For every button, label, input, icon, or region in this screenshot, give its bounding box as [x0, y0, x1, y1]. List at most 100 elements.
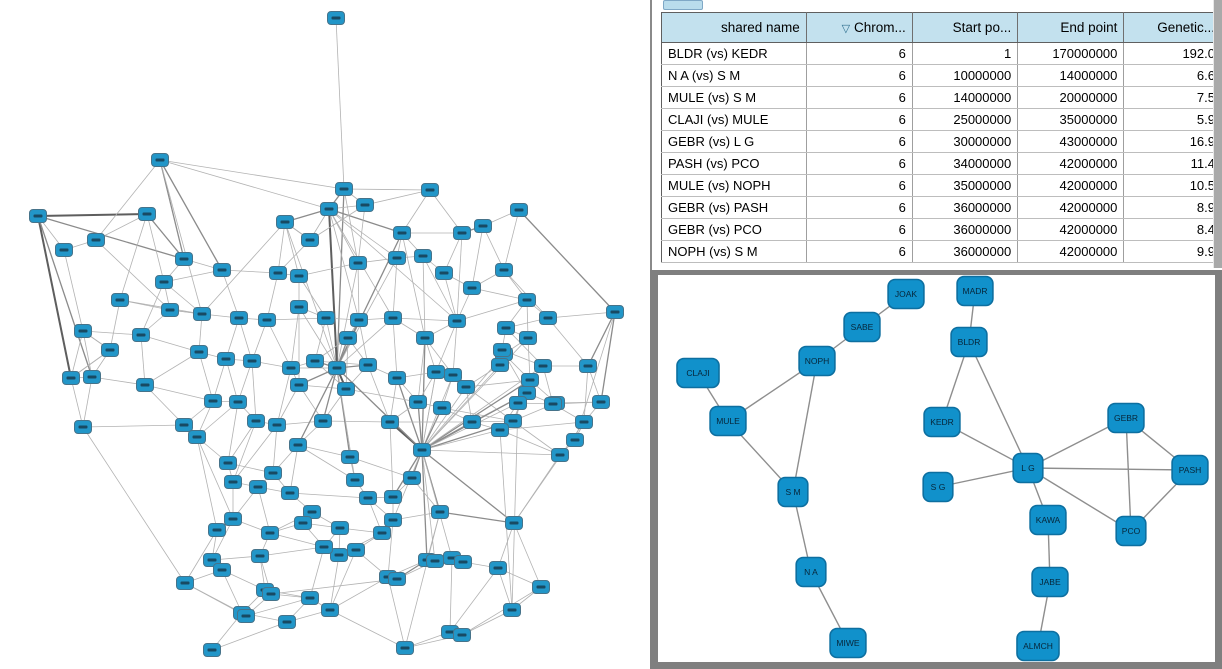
network-node[interactable]: [243, 354, 261, 368]
network-node[interactable]: [504, 414, 522, 428]
table-cell[interactable]: 5.9: [1123, 108, 1222, 131]
network-node[interactable]: [111, 293, 129, 307]
network-node[interactable]: [261, 526, 279, 540]
network-node[interactable]: [510, 203, 528, 217]
network-node[interactable]: [532, 580, 550, 594]
network-node[interactable]: [384, 513, 402, 527]
network-node[interactable]: [566, 433, 584, 447]
table-row[interactable]: GEBR (vs) PASH 6 36000000 42000000 8.9: [661, 196, 1222, 219]
network-node[interactable]: [155, 275, 173, 289]
table-vertical-scrollbar[interactable]: [1213, 0, 1222, 268]
table-cell[interactable]: 42000000: [1017, 196, 1125, 219]
table-cell[interactable]: GEBR (vs) PCO: [661, 218, 807, 241]
table-cell[interactable]: 42000000: [1017, 174, 1125, 197]
network-node[interactable]: [219, 456, 237, 470]
column-header-1[interactable]: ▽ Chrom...: [806, 12, 913, 43]
network-node[interactable]: [264, 466, 282, 480]
table-cell[interactable]: 6: [806, 174, 913, 197]
network-node[interactable]: [539, 311, 557, 325]
table-cell[interactable]: 30000000: [912, 130, 1019, 153]
network-node[interactable]: [190, 345, 208, 359]
network-node[interactable]: [457, 380, 475, 394]
network-node-BLDR[interactable]: BLDR: [950, 326, 988, 358]
table-cell[interactable]: 170000000: [1017, 42, 1125, 65]
network-node[interactable]: [175, 252, 193, 266]
network-node[interactable]: [416, 331, 434, 345]
table-cell[interactable]: 16.9: [1123, 130, 1222, 153]
table-cell[interactable]: 6: [806, 240, 913, 263]
table-cell[interactable]: N A (vs) S M: [661, 64, 807, 87]
column-header-4[interactable]: Genetic...: [1123, 12, 1222, 43]
network-node[interactable]: [403, 471, 421, 485]
network-node[interactable]: [262, 587, 280, 601]
table-row[interactable]: PASH (vs) PCO 6 34000000 42000000 11.4: [661, 152, 1222, 175]
network-node[interactable]: [193, 307, 211, 321]
table-cell[interactable]: 6: [806, 218, 913, 241]
column-header-2[interactable]: Start po...: [912, 12, 1019, 43]
table-cell[interactable]: 6: [806, 64, 913, 87]
network-node[interactable]: [493, 343, 511, 357]
network-node[interactable]: [306, 354, 324, 368]
horizontal-scrollbar-thumb[interactable]: [663, 0, 703, 10]
network-node[interactable]: [29, 209, 47, 223]
network-node[interactable]: [356, 198, 374, 212]
network-node[interactable]: [314, 414, 332, 428]
table-cell[interactable]: MULE (vs) S M: [661, 86, 807, 109]
network-node-NOPH[interactable]: NOPH: [798, 345, 836, 377]
network-node[interactable]: [335, 182, 353, 196]
table-cell[interactable]: 34000000: [912, 152, 1019, 175]
sub-network-canvas[interactable]: JOAK MADR SABE BLDR NOPH CLAJI MULE KEDR GEBR L G…: [658, 275, 1215, 662]
table-cell[interactable]: 6: [806, 196, 913, 219]
network-node[interactable]: [359, 358, 377, 372]
table-cell[interactable]: 6: [806, 130, 913, 153]
network-node-PCO[interactable]: PCO: [1115, 515, 1147, 547]
network-node[interactable]: [518, 293, 536, 307]
network-node[interactable]: [320, 202, 338, 216]
network-node[interactable]: [203, 643, 221, 657]
network-node[interactable]: [413, 443, 431, 457]
network-node[interactable]: [315, 540, 333, 554]
table-row[interactable]: CLAJI (vs) MULE 6 25000000 35000000 5.9: [661, 108, 1222, 131]
network-node-KAWA[interactable]: KAWA: [1029, 504, 1067, 536]
network-node[interactable]: [83, 370, 101, 384]
network-node[interactable]: [453, 628, 471, 642]
table-cell[interactable]: BLDR (vs) KEDR: [661, 42, 807, 65]
table-row[interactable]: N A (vs) S M 6 10000000 14000000 6.6: [661, 64, 1222, 87]
network-node[interactable]: [393, 226, 411, 240]
network-node[interactable]: [349, 256, 367, 270]
network-node[interactable]: [268, 418, 286, 432]
network-node-SABE[interactable]: SABE: [843, 311, 881, 343]
table-row[interactable]: GEBR (vs) PCO 6 36000000 42000000 8.4: [661, 218, 1222, 241]
table-cell[interactable]: 42000000: [1017, 218, 1125, 241]
network-node[interactable]: [544, 397, 562, 411]
table-cell[interactable]: 20000000: [1017, 86, 1125, 109]
table-cell[interactable]: CLAJI (vs) MULE: [661, 108, 807, 131]
network-node[interactable]: [301, 591, 319, 605]
network-node[interactable]: [217, 352, 235, 366]
network-node[interactable]: [247, 414, 265, 428]
network-node-SG[interactable]: S G: [922, 471, 954, 503]
table-cell[interactable]: NOPH (vs) S M: [661, 240, 807, 263]
network-node[interactable]: [138, 207, 156, 221]
table-row[interactable]: MULE (vs) NOPH 6 35000000 42000000 10.5: [661, 174, 1222, 197]
network-node[interactable]: [421, 183, 439, 197]
table-cell[interactable]: 6: [806, 152, 913, 175]
network-node[interactable]: [281, 486, 299, 500]
network-node[interactable]: [341, 450, 359, 464]
network-node[interactable]: [269, 266, 287, 280]
network-node[interactable]: [224, 512, 242, 526]
table-cell[interactable]: 6: [806, 86, 913, 109]
table-cell[interactable]: 192.0: [1123, 42, 1222, 65]
table-cell[interactable]: 42000000: [1017, 240, 1125, 263]
network-node[interactable]: [62, 371, 80, 385]
network-node[interactable]: [294, 516, 312, 530]
main-network-panel[interactable]: [0, 0, 650, 669]
network-node[interactable]: [224, 475, 242, 489]
network-node[interactable]: [426, 554, 444, 568]
table-row[interactable]: BLDR (vs) KEDR 6 1 170000000 192.0: [661, 42, 1222, 65]
network-node-LG[interactable]: L G: [1012, 452, 1044, 484]
main-network-canvas[interactable]: [0, 0, 650, 669]
network-node[interactable]: [381, 415, 399, 429]
table-row[interactable]: NOPH (vs) S M 6 36000000 42000000 9.9: [661, 240, 1222, 263]
table-cell[interactable]: 42000000: [1017, 152, 1125, 175]
